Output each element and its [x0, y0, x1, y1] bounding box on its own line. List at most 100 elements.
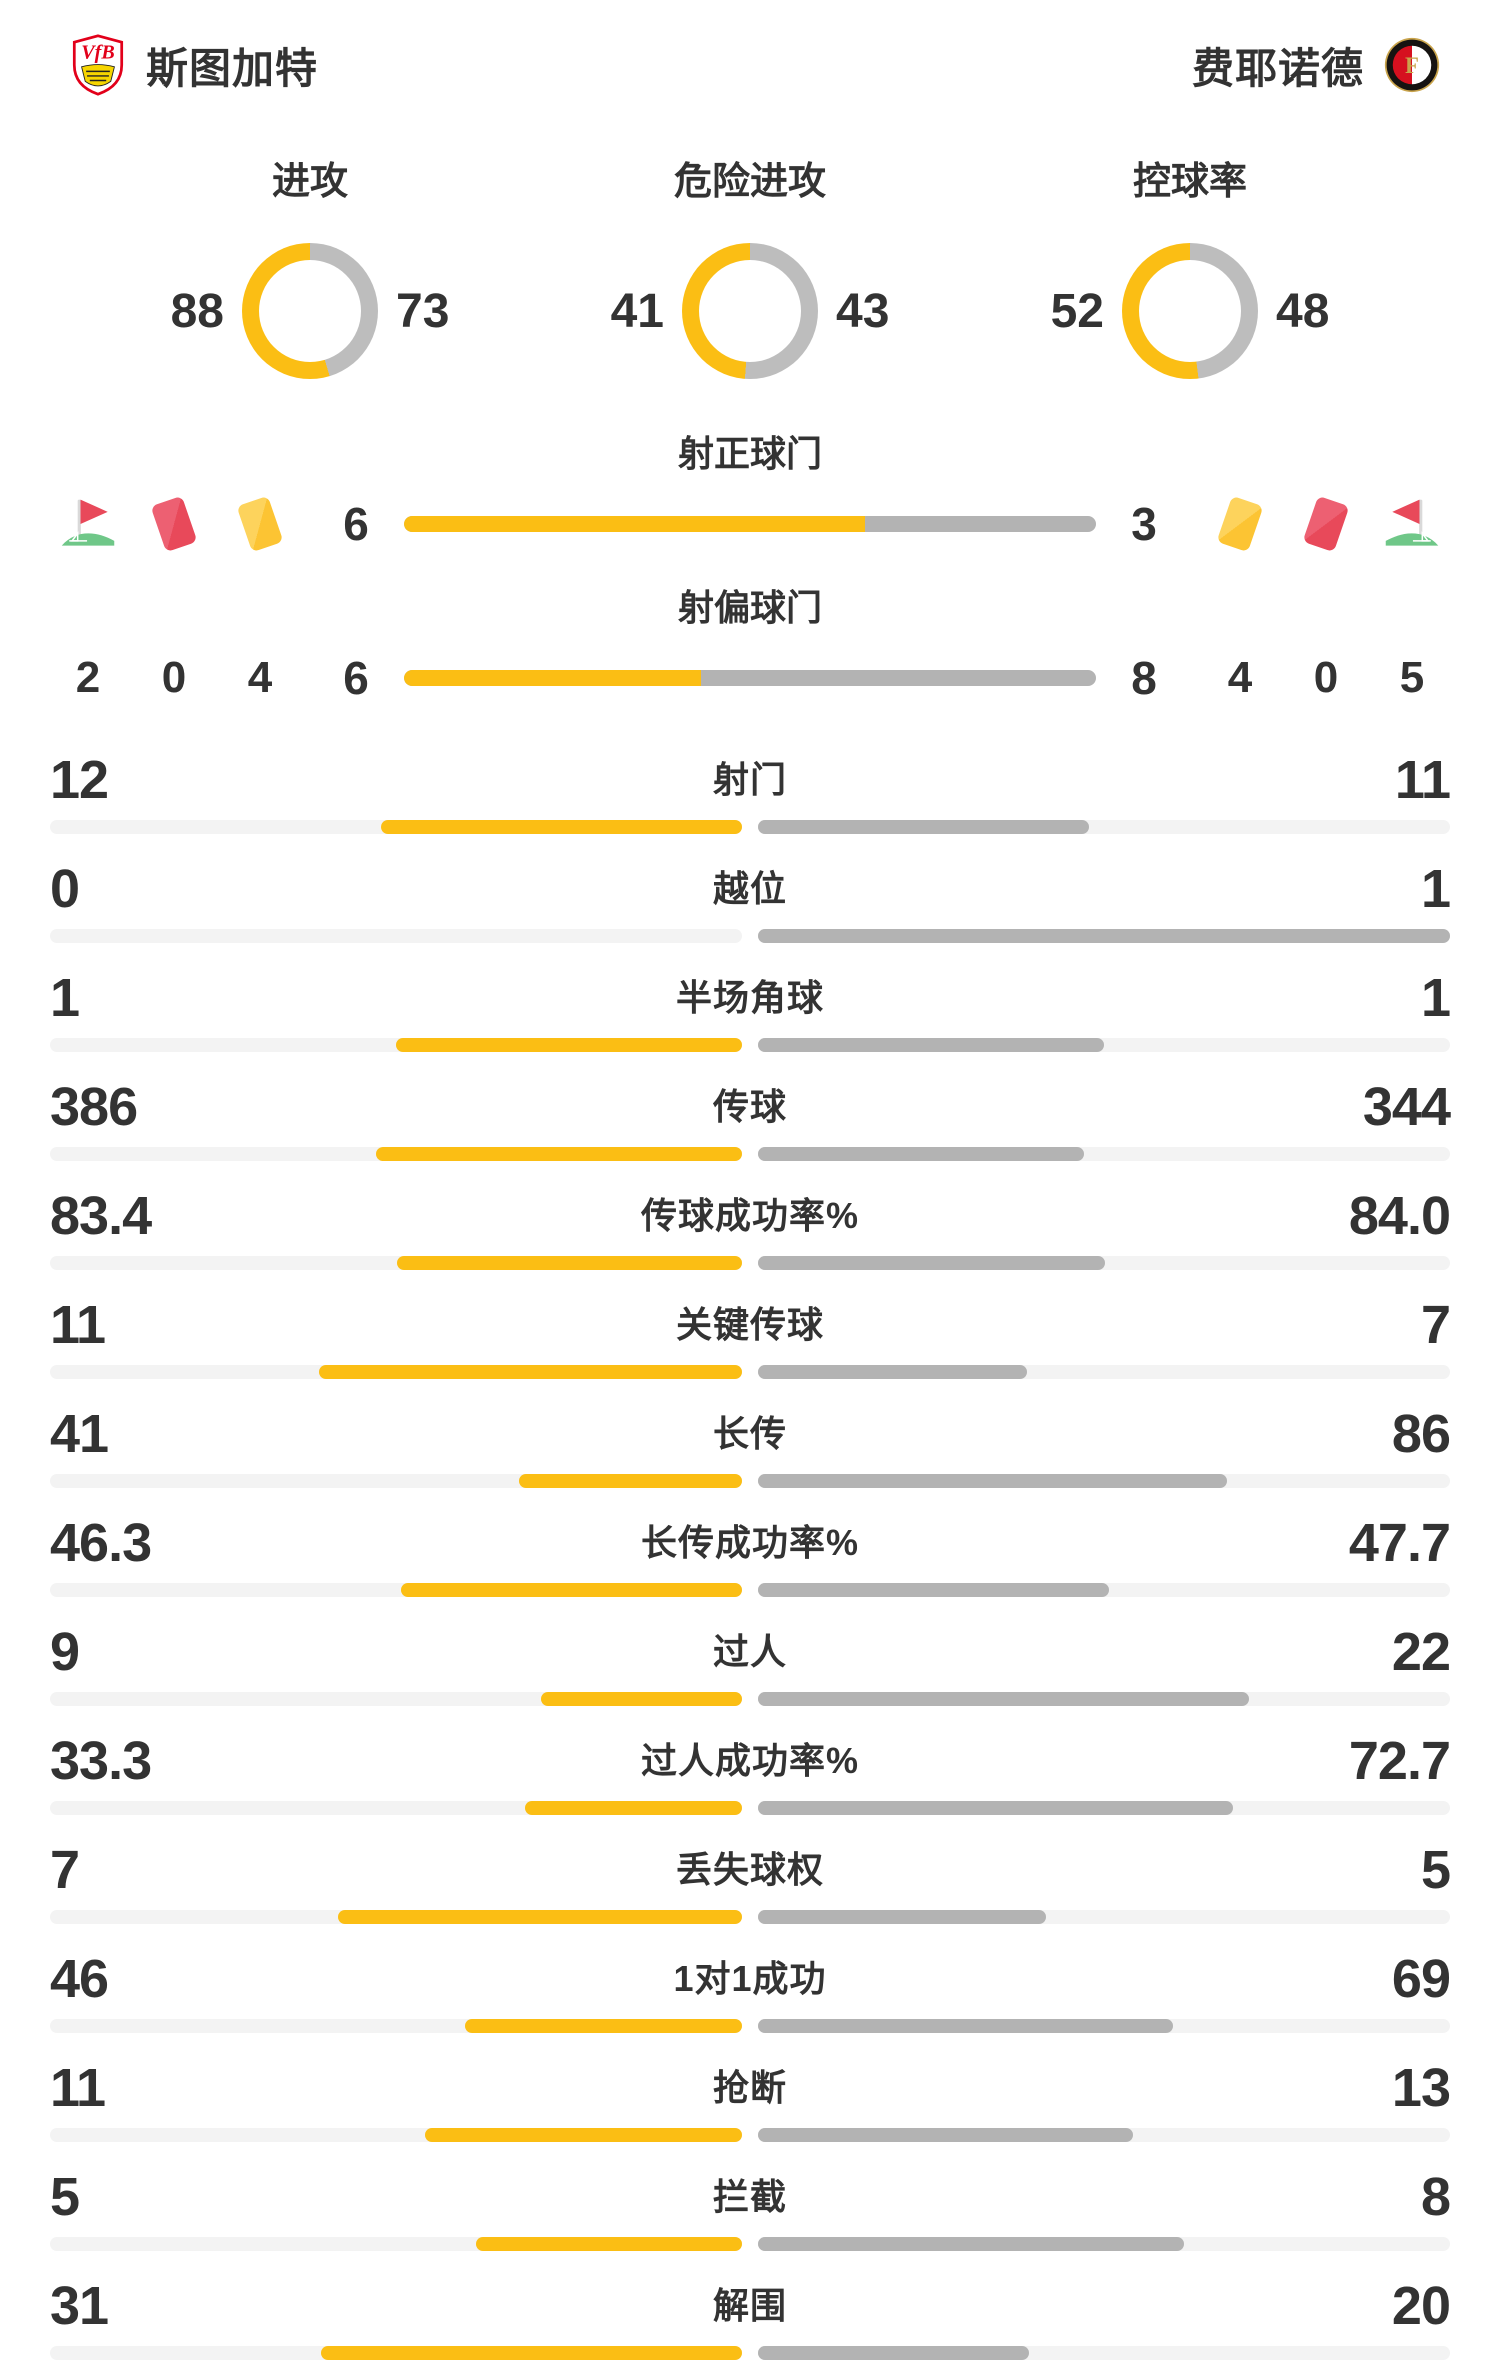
- donut-chart: [682, 243, 818, 379]
- stat-home-value: 11: [50, 1295, 106, 1355]
- away-fill: [758, 1801, 1233, 1815]
- stat-label: 关键传球: [675, 1304, 825, 1345]
- donut-title: 危险进攻: [673, 161, 826, 203]
- stat-tracks: [50, 2237, 1450, 2251]
- discipline-count: 0: [1313, 653, 1339, 702]
- stat-home-value: 31: [50, 2276, 109, 2336]
- discipline-count: 2: [75, 653, 101, 702]
- stat-tracks: [50, 1147, 1450, 1161]
- stat-away-value: 47.7: [1348, 1513, 1451, 1573]
- home-track: [50, 1147, 742, 1161]
- stat-away-value: 86: [1391, 1404, 1451, 1464]
- stat-row: 11 抢断 13: [50, 2057, 1451, 2142]
- stat-home-value: 46: [50, 1949, 109, 2009]
- shots-away-value: 8: [1131, 652, 1157, 704]
- discipline-count: 0: [161, 653, 187, 702]
- away-fill: [758, 1256, 1106, 1270]
- home-track: [50, 1910, 742, 1924]
- away-track: [758, 1801, 1450, 1815]
- home-track: [50, 1583, 742, 1597]
- shots-home-fill: [404, 516, 866, 532]
- stat-home-value: 1: [50, 968, 80, 1028]
- home-team-name: 斯图加特: [146, 44, 319, 92]
- stat-label: 拦截: [712, 2176, 788, 2217]
- stat-home-value: 386: [50, 1077, 138, 1137]
- svg-text:VfB: VfB: [81, 42, 114, 64]
- stat-away-value: 5: [1420, 1840, 1451, 1900]
- away-fill: [758, 1038, 1104, 1052]
- discipline-numbers-away: 4 0 5: [1192, 643, 1450, 713]
- stat-home-value: 12: [50, 750, 109, 810]
- home-team: VfB 斯图加特: [70, 34, 318, 96]
- stat-tracks: [50, 1910, 1450, 1924]
- away-track: [758, 1147, 1450, 1161]
- stat-away-value: 1: [1420, 968, 1451, 1028]
- home-track: [50, 1038, 742, 1052]
- stat-home-value: 9: [50, 1622, 80, 1682]
- away-fill: [758, 1474, 1227, 1488]
- discipline-count: 5: [1399, 653, 1425, 702]
- stat-head: 46.3 长传成功率% 47.7: [50, 1512, 1451, 1573]
- shots-home-fill: [404, 670, 701, 686]
- stat-home-value: 0: [50, 859, 80, 919]
- donut-away-value: 73: [396, 284, 450, 338]
- away-fill: [758, 1147, 1085, 1161]
- stat-label: 过人成功率%: [640, 1740, 860, 1781]
- stat-tracks: [50, 1583, 1450, 1597]
- stat-head: 41 长传 86: [50, 1403, 1451, 1464]
- stat-tracks: [50, 2128, 1450, 2142]
- stat-label: 抢断: [712, 2067, 788, 2108]
- home-fill: [397, 1256, 742, 1270]
- stat-label: 传球: [712, 1086, 788, 1127]
- stat-away-value: 13: [1391, 2058, 1451, 2118]
- stat-away-value: 7: [1420, 1295, 1451, 1355]
- stat-away-value: 11: [1394, 750, 1451, 810]
- stat-head: 31 解围 20: [50, 2275, 1451, 2336]
- stat-head: 12 射门 11: [50, 749, 1451, 810]
- stat-tracks: [50, 1692, 1450, 1706]
- stat-label: 过人: [712, 1631, 788, 1672]
- shots-compare-bar: [404, 670, 1096, 686]
- stat-row: 46.3 长传成功率% 47.7: [50, 1512, 1451, 1597]
- donut-group: 控球率 52 48: [970, 150, 1410, 379]
- home-fill: [380, 820, 742, 834]
- discipline-count: 4: [247, 653, 273, 702]
- home-track: [50, 1365, 742, 1379]
- shots-row-label: 射正球门: [677, 433, 822, 474]
- shots-compare-bar: [404, 516, 1096, 532]
- stat-home-value: 46.3: [50, 1513, 152, 1573]
- stat-tracks: [50, 1038, 1450, 1052]
- home-fill: [541, 1692, 742, 1706]
- stat-head: 83.4 传球成功率% 84.0: [50, 1185, 1451, 1246]
- stat-away-value: 1: [1420, 859, 1451, 919]
- away-fill: [758, 929, 1450, 943]
- discipline-numbers-home: 2 0 4: [50, 643, 308, 713]
- stat-home-value: 7: [50, 1840, 80, 1900]
- red-card-icon: [1288, 489, 1364, 559]
- stat-row: 33.3 过人成功率% 72.7: [50, 1730, 1451, 1815]
- stat-row: 11 关键传球 7: [50, 1294, 1451, 1379]
- home-team-logo-icon: VfB: [70, 34, 126, 96]
- stat-head: 1 半场角球 1: [50, 967, 1451, 1028]
- stat-row: 31 解围 20: [50, 2275, 1451, 2360]
- stats-list: 12 射门 11 0 越位 1 1 半场角球 1 386 传球 344 83.4 传球成功率% 84.0 11…: [0, 749, 1500, 2360]
- away-fill: [758, 2346, 1030, 2360]
- corner-flag-icon: [1374, 489, 1450, 559]
- stat-away-value: 84.0: [1348, 1186, 1451, 1246]
- stat-away-value: 22: [1391, 1622, 1451, 1682]
- donut-body: 52 48: [1014, 243, 1366, 379]
- donut-body: 88 73: [134, 243, 486, 379]
- donut-away-value: 43: [836, 284, 890, 338]
- donut-hole: [699, 260, 801, 362]
- stat-away-value: 72.7: [1348, 1731, 1451, 1791]
- stat-away-value: 69: [1391, 1949, 1451, 2009]
- donut-title: 进攻: [271, 161, 348, 203]
- match-header: VfB 斯图加特 费耶诺德 F: [0, 0, 1500, 96]
- home-fill: [465, 2019, 742, 2033]
- donut-chart: [1122, 243, 1258, 379]
- home-fill: [475, 2237, 742, 2251]
- home-fill: [424, 2128, 742, 2142]
- away-team: 费耶诺德 F: [1192, 34, 1440, 96]
- stat-label: 越位: [712, 868, 788, 909]
